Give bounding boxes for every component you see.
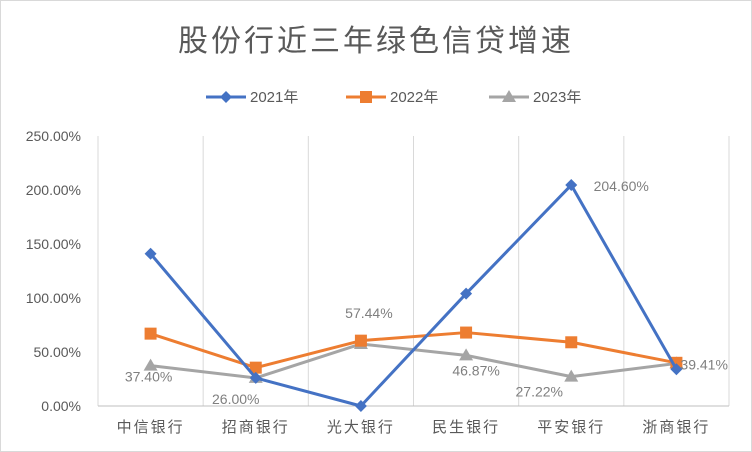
legend-item: 2022年 bbox=[346, 89, 438, 106]
series-2022年 bbox=[144, 326, 683, 374]
data-label: 27.22% bbox=[516, 384, 563, 400]
y-tick-label: 100.00% bbox=[26, 290, 81, 306]
diamond-marker bbox=[144, 247, 157, 260]
square-marker bbox=[360, 91, 372, 103]
series-2021年 bbox=[144, 179, 683, 412]
y-tick-label: 150.00% bbox=[26, 236, 81, 252]
axes: 0.00% 50.00% 100.00% 150.00% 200.00% 250.00% 中… bbox=[26, 128, 729, 436]
y-tick-label: 50.00% bbox=[34, 344, 81, 360]
gridlines bbox=[97, 136, 730, 406]
category-label: 浙商银行 bbox=[642, 419, 710, 436]
legend: 2021年 2022年 2023年 bbox=[206, 89, 581, 106]
square-marker bbox=[144, 327, 157, 340]
diamond-marker bbox=[565, 179, 578, 192]
chart-title: 股份行近三年绿色信贷增速 bbox=[178, 25, 574, 58]
square-marker bbox=[565, 336, 578, 349]
diamond-marker bbox=[460, 287, 473, 300]
legend-label: 2021年 bbox=[250, 89, 298, 106]
square-marker bbox=[354, 334, 367, 347]
series-group bbox=[143, 179, 684, 412]
legend-item: 2023年 bbox=[489, 89, 581, 106]
category-label: 平安银行 bbox=[537, 419, 605, 436]
series-line bbox=[149, 183, 678, 408]
category-label: 中信银行 bbox=[117, 419, 185, 436]
y-tick-label: 200.00% bbox=[26, 182, 81, 198]
data-label: 37.40% bbox=[125, 369, 172, 385]
legend-item: 2021年 bbox=[206, 89, 298, 106]
triangle-marker bbox=[143, 358, 158, 371]
y-tick-label: 0.00% bbox=[41, 398, 81, 414]
triangle-marker bbox=[564, 369, 579, 382]
diamond-marker bbox=[220, 91, 232, 103]
data-label: 46.87% bbox=[452, 362, 499, 378]
data-label: 57.44% bbox=[345, 305, 392, 321]
square-marker bbox=[460, 326, 473, 339]
y-tick-label: 250.00% bbox=[26, 128, 81, 144]
square-marker bbox=[249, 361, 262, 374]
series-line bbox=[150, 331, 677, 370]
legend-label: 2023年 bbox=[533, 89, 581, 106]
data-label: 39.41% bbox=[680, 356, 727, 372]
data-label: 204.60% bbox=[594, 178, 649, 194]
diamond-marker bbox=[249, 371, 262, 384]
category-label: 民生银行 bbox=[432, 419, 500, 436]
legend-label: 2022年 bbox=[390, 89, 438, 106]
category-label: 招商银行 bbox=[222, 419, 290, 436]
triangle-marker bbox=[459, 348, 474, 361]
diamond-marker bbox=[354, 400, 367, 412]
diamond-marker bbox=[670, 363, 683, 376]
data-labels: 37.40% 26.00% 57.44% 46.87% 204.60% 27.22% 39.… bbox=[125, 178, 728, 407]
triangle-marker bbox=[502, 90, 516, 102]
category-label: 光大银行 bbox=[327, 419, 395, 436]
data-label: 26.00% bbox=[212, 391, 259, 407]
